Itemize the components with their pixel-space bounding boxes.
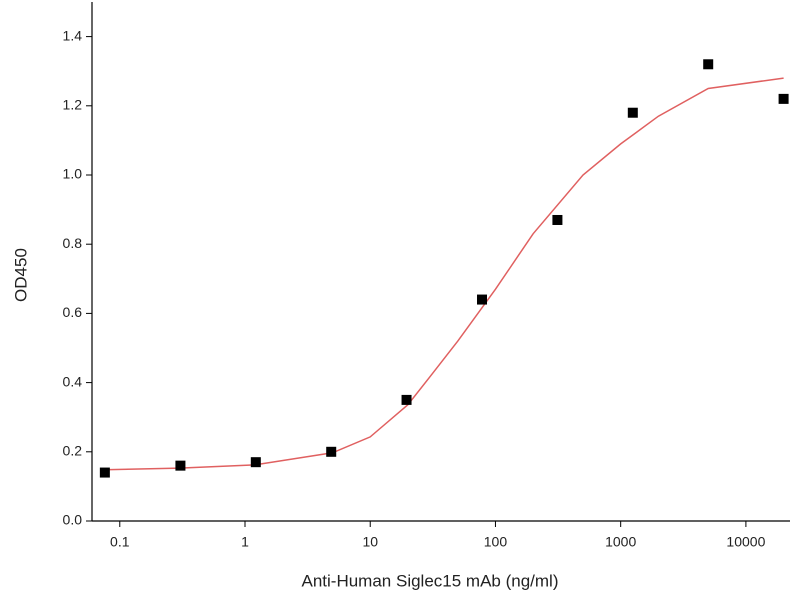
y-tick-label: 0.8 (63, 235, 83, 251)
y-tick-label: 1.0 (63, 166, 83, 182)
y-tick-label: 0.6 (63, 304, 83, 320)
data-point (477, 294, 488, 305)
y-tick-label: 0.0 (63, 512, 83, 528)
data-point (326, 446, 337, 457)
data-point (175, 460, 186, 471)
x-tick-label: 1 (241, 534, 249, 550)
data-point (778, 93, 789, 104)
y-tick-label: 0.2 (63, 443, 83, 459)
y-tick-label: 0.4 (63, 373, 83, 389)
data-point (552, 214, 563, 225)
x-tick-label: 100 (484, 534, 508, 550)
data-point (627, 107, 638, 118)
data-point (703, 59, 714, 70)
data-point (99, 467, 110, 478)
data-point (250, 457, 261, 468)
y-axis-label: OD450 (11, 248, 30, 302)
x-tick-label: 10000 (726, 534, 765, 550)
y-tick-label: 1.4 (63, 27, 83, 43)
x-tick-label: 1000 (605, 534, 636, 550)
x-tick-label: 10 (362, 534, 378, 550)
fit-curve (104, 77, 784, 471)
data-point (401, 394, 412, 405)
x-tick-label: 0.1 (110, 534, 130, 550)
x-axis-label: Anti-Human Siglec15 mAb (ng/ml) (302, 571, 559, 590)
y-tick-label: 1.2 (63, 97, 83, 113)
